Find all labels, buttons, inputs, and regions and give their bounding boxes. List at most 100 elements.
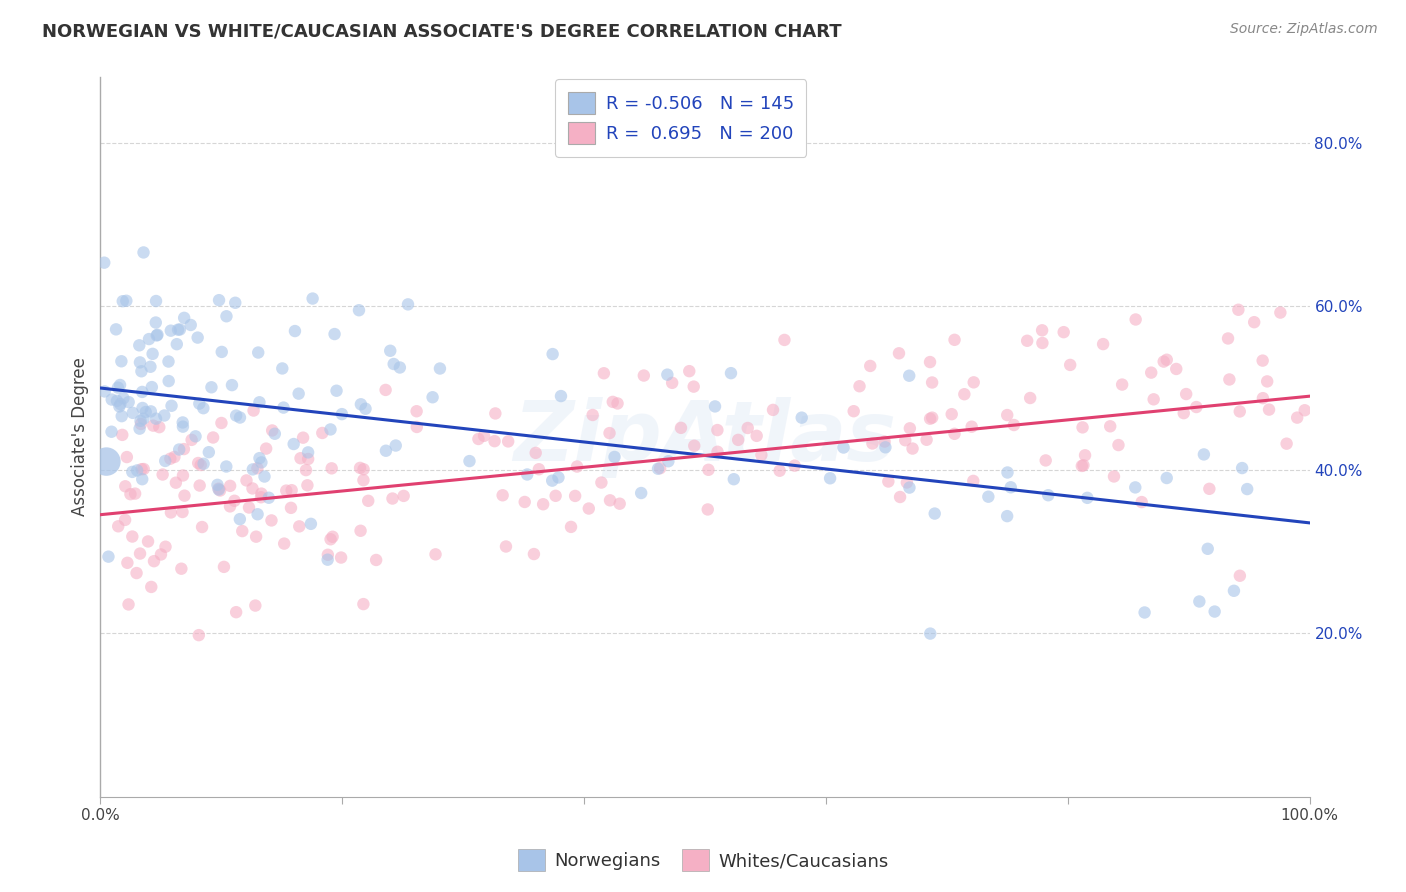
- Point: [155, 454, 177, 468]
- Point: [280, 500, 302, 515]
- Point: [167, 323, 190, 337]
- Point: [1188, 594, 1211, 608]
- Point: [311, 425, 333, 440]
- Point: [1258, 402, 1281, 417]
- Point: [100, 392, 122, 407]
- Point: [180, 433, 202, 447]
- Legend: R = -0.506   N = 145, R =  0.695   N = 200: R = -0.506 N = 145, R = 0.695 N = 200: [555, 79, 807, 157]
- Point: [396, 297, 419, 311]
- Point: [773, 333, 796, 347]
- Point: [1270, 305, 1292, 319]
- Point: [284, 324, 307, 338]
- Point: [143, 554, 166, 568]
- Point: [246, 508, 269, 522]
- Point: [352, 597, 374, 611]
- Point: [273, 401, 295, 415]
- Point: [467, 432, 489, 446]
- Point: [1294, 403, 1316, 417]
- Point: [145, 411, 167, 425]
- Point: [484, 406, 506, 420]
- Point: [609, 497, 631, 511]
- Point: [783, 458, 806, 473]
- Point: [136, 534, 159, 549]
- Point: [560, 520, 582, 534]
- Point: [212, 560, 235, 574]
- Point: [1243, 315, 1265, 329]
- Point: [173, 310, 195, 325]
- Point: [1223, 583, 1246, 598]
- Point: [720, 366, 742, 380]
- Point: [392, 489, 415, 503]
- Point: [962, 474, 984, 488]
- Point: [250, 455, 273, 469]
- Point: [875, 440, 897, 454]
- Point: [173, 489, 195, 503]
- Point: [208, 483, 231, 497]
- Point: [107, 519, 129, 533]
- Point: [1017, 334, 1039, 348]
- Point: [97, 549, 120, 564]
- Point: [350, 397, 373, 411]
- Point: [591, 475, 613, 490]
- Point: [321, 461, 343, 475]
- Point: [172, 416, 194, 430]
- Point: [117, 598, 139, 612]
- Point: [188, 478, 211, 492]
- Point: [1216, 331, 1239, 345]
- Point: [263, 426, 285, 441]
- Point: [260, 513, 283, 527]
- Point: [669, 421, 692, 435]
- Point: [188, 396, 211, 410]
- Point: [165, 475, 187, 490]
- Point: [193, 401, 215, 416]
- Point: [1092, 337, 1115, 351]
- Point: [1197, 541, 1219, 556]
- Point: [425, 547, 447, 561]
- Point: [422, 390, 444, 404]
- Point: [146, 327, 169, 342]
- Point: [1185, 400, 1208, 414]
- Point: [125, 566, 148, 580]
- Point: [200, 380, 222, 394]
- Point: [187, 456, 209, 470]
- Point: [963, 376, 986, 390]
- Point: [215, 459, 238, 474]
- Point: [873, 434, 896, 449]
- Point: [160, 505, 183, 519]
- Point: [523, 547, 546, 561]
- Point: [550, 389, 572, 403]
- Point: [848, 379, 870, 393]
- Point: [1130, 495, 1153, 509]
- Point: [170, 562, 193, 576]
- Point: [405, 404, 427, 418]
- Point: [374, 383, 396, 397]
- Point: [319, 422, 342, 436]
- Point: [1286, 410, 1309, 425]
- Point: [565, 459, 588, 474]
- Point: [238, 500, 260, 515]
- Point: [169, 322, 191, 336]
- Point: [921, 410, 943, 425]
- Point: [1070, 458, 1092, 473]
- Point: [1173, 406, 1195, 420]
- Point: [352, 473, 374, 487]
- Point: [657, 454, 679, 468]
- Point: [513, 495, 536, 509]
- Point: [131, 401, 153, 415]
- Point: [818, 471, 841, 485]
- Point: [129, 417, 152, 431]
- Point: [1192, 447, 1215, 461]
- Point: [128, 338, 150, 352]
- Point: [1166, 362, 1188, 376]
- Point: [155, 540, 177, 554]
- Point: [167, 442, 190, 457]
- Point: [108, 400, 131, 414]
- Point: [100, 425, 122, 439]
- Point: [96, 454, 118, 468]
- Point: [283, 437, 305, 451]
- Point: [762, 403, 785, 417]
- Point: [208, 293, 231, 308]
- Point: [790, 410, 813, 425]
- Point: [751, 448, 773, 462]
- Point: [380, 343, 402, 358]
